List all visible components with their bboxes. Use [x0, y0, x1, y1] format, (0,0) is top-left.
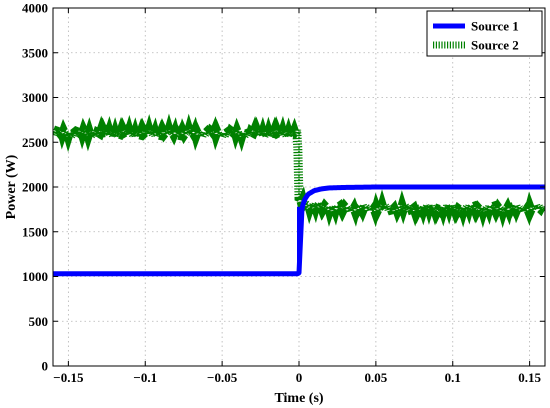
y-axis-label: Power (W): [4, 154, 19, 219]
legend-box: [426, 10, 543, 57]
axis-ticks: −0.15 −0.1 −0.05 0 0.05 0.1 0.15 0 500 1000 1500 20…: [22, 1, 545, 385]
series-source-2-line: [53, 113, 545, 229]
legend-label-source-1: Source 1: [471, 19, 519, 34]
y-tick-label: 0: [42, 359, 49, 374]
y-tick-label: 3000: [22, 90, 48, 105]
y-tick-label: 1000: [22, 269, 48, 284]
x-tick-label: 0.05: [365, 370, 388, 385]
x-tick-label: 0.1: [445, 370, 461, 385]
y-tick-label: 2500: [22, 135, 48, 150]
legend-label-source-2: Source 2: [471, 38, 519, 53]
x-tick-label: −0.15: [53, 370, 84, 385]
y-tick-label: 500: [29, 314, 49, 329]
y-tick-label: 1500: [22, 224, 48, 239]
y-tick-label: 2000: [22, 180, 48, 195]
x-tick-label: 0: [296, 370, 303, 385]
x-tick-label: −0.05: [207, 370, 238, 385]
x-axis-label: Time (s): [274, 391, 323, 406]
plot-area: [53, 113, 545, 277]
legend: Source 1 Source 2: [426, 10, 543, 57]
x-tick-label: −0.1: [133, 370, 157, 385]
y-tick-label: 4000: [22, 1, 48, 16]
y-tick-label: 3500: [22, 45, 48, 60]
x-tick-label: 0.15: [518, 370, 541, 385]
